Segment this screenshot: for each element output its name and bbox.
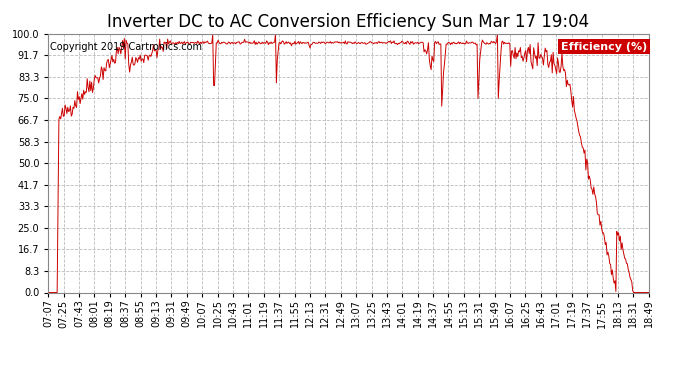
Text: Copyright 2019 Cartronics.com: Copyright 2019 Cartronics.com <box>50 42 201 51</box>
Title: Inverter DC to AC Conversion Efficiency Sun Mar 17 19:04: Inverter DC to AC Conversion Efficiency … <box>108 13 589 31</box>
Text: Efficiency (%): Efficiency (%) <box>561 42 647 51</box>
